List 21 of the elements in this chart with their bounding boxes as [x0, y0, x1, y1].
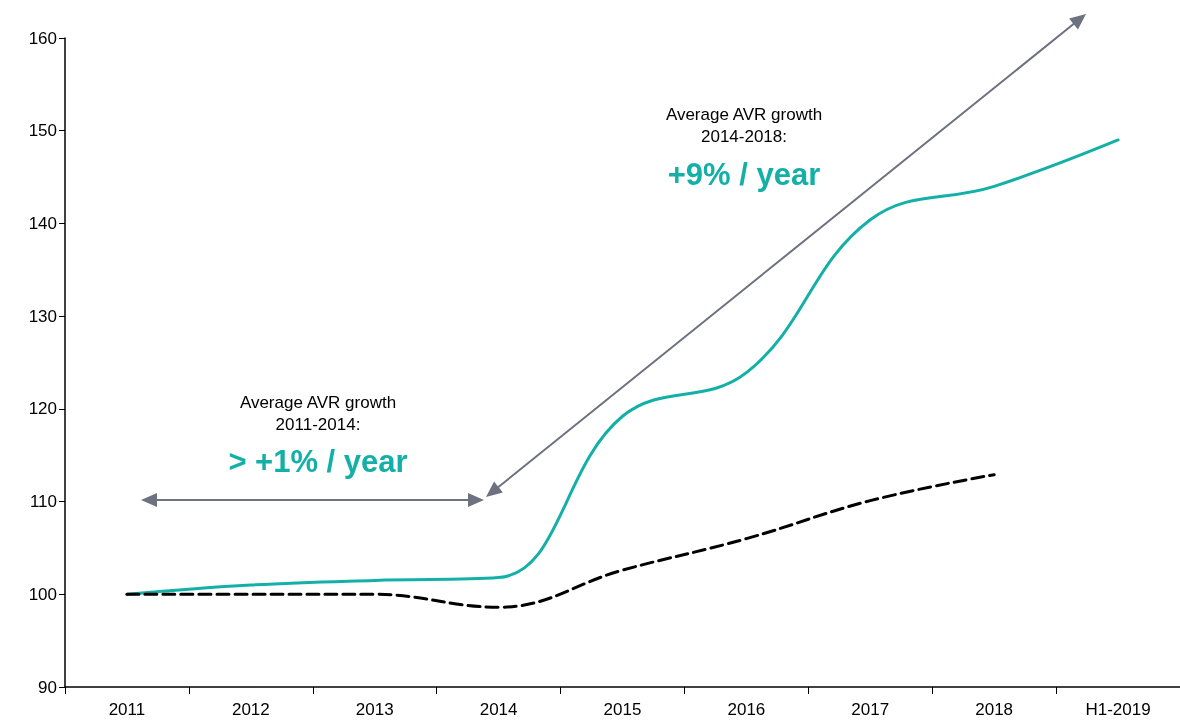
x-tick-label: 2014: [479, 700, 518, 719]
annotation: > +1% / year: [228, 444, 408, 480]
y-tick-label: 90: [38, 677, 57, 697]
y-tick-label: 150: [28, 121, 57, 141]
annotation: Average AVR growth 2011-2014:: [239, 392, 397, 436]
y-tick-label: 160: [28, 28, 57, 48]
annotation: Average AVR growth 2014-2018:: [665, 104, 823, 148]
x-tick-label: H1-2019: [1085, 700, 1151, 719]
y-tick-label: 120: [28, 399, 57, 419]
y-tick-label: 100: [28, 584, 57, 604]
x-tick-label: 2013: [355, 700, 394, 719]
x-tick-label: 2016: [727, 700, 766, 719]
y-tick-label: 140: [28, 213, 57, 233]
x-tick-label: 2018: [975, 700, 1014, 719]
y-tick-label: 110: [29, 492, 57, 512]
x-tick-label: 2015: [603, 700, 642, 719]
annotation: +9% / year: [667, 157, 821, 193]
y-tick-label: 130: [28, 306, 57, 326]
x-tick-label: 2011: [108, 700, 146, 719]
x-tick-label: 2012: [231, 700, 270, 719]
x-tick-label: 2017: [851, 700, 890, 719]
